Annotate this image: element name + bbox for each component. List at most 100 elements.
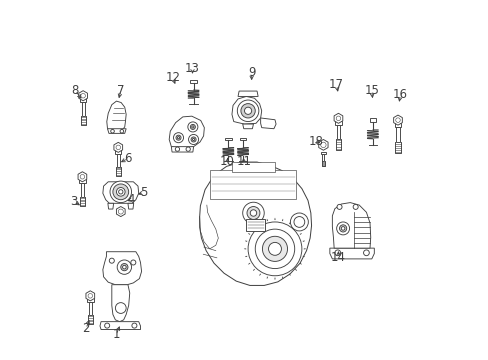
Polygon shape xyxy=(242,124,253,129)
Text: 14: 14 xyxy=(330,251,345,264)
Text: 6: 6 xyxy=(124,152,131,165)
Bar xyxy=(246,220,264,231)
Circle shape xyxy=(241,104,255,118)
Circle shape xyxy=(119,190,122,194)
Circle shape xyxy=(187,122,198,132)
Polygon shape xyxy=(102,182,139,203)
Text: 11: 11 xyxy=(236,155,251,168)
Polygon shape xyxy=(128,203,133,209)
Text: 4: 4 xyxy=(127,193,135,206)
Polygon shape xyxy=(321,152,325,154)
Circle shape xyxy=(237,100,258,122)
Circle shape xyxy=(293,217,304,227)
Text: 10: 10 xyxy=(220,155,234,168)
Circle shape xyxy=(268,242,281,255)
Polygon shape xyxy=(322,154,324,161)
Circle shape xyxy=(117,260,131,274)
Polygon shape xyxy=(190,80,196,82)
Polygon shape xyxy=(333,113,342,123)
Circle shape xyxy=(336,116,340,121)
Circle shape xyxy=(363,250,368,256)
Polygon shape xyxy=(88,302,92,315)
Polygon shape xyxy=(107,129,126,134)
Circle shape xyxy=(88,293,92,298)
Polygon shape xyxy=(369,118,375,122)
Circle shape xyxy=(262,236,287,261)
Circle shape xyxy=(320,142,325,148)
Circle shape xyxy=(190,125,195,130)
Polygon shape xyxy=(81,102,84,116)
Polygon shape xyxy=(102,252,142,285)
Circle shape xyxy=(110,181,131,203)
Polygon shape xyxy=(318,139,327,150)
Polygon shape xyxy=(238,91,258,96)
Circle shape xyxy=(118,209,123,214)
Polygon shape xyxy=(329,248,373,259)
Circle shape xyxy=(115,303,126,314)
Circle shape xyxy=(244,107,251,114)
Circle shape xyxy=(109,258,114,263)
Text: 8: 8 xyxy=(71,84,79,97)
Text: 16: 16 xyxy=(392,88,407,101)
Circle shape xyxy=(121,264,128,271)
Circle shape xyxy=(131,260,136,265)
Polygon shape xyxy=(260,118,276,129)
Polygon shape xyxy=(336,125,339,139)
Polygon shape xyxy=(112,285,129,321)
Polygon shape xyxy=(78,172,86,182)
Circle shape xyxy=(290,213,308,231)
Circle shape xyxy=(110,130,114,133)
Circle shape xyxy=(247,222,301,276)
Polygon shape xyxy=(100,321,140,329)
Polygon shape xyxy=(108,203,113,209)
Polygon shape xyxy=(396,127,399,143)
Polygon shape xyxy=(115,150,121,154)
Text: 13: 13 xyxy=(184,62,200,75)
Circle shape xyxy=(113,184,128,200)
Circle shape xyxy=(242,202,264,224)
Text: 18: 18 xyxy=(308,135,323,148)
Polygon shape xyxy=(117,154,120,167)
Text: 12: 12 xyxy=(165,71,180,84)
Polygon shape xyxy=(332,203,370,248)
Circle shape xyxy=(336,222,349,235)
Circle shape xyxy=(120,130,123,133)
Polygon shape xyxy=(199,162,311,285)
Text: 5: 5 xyxy=(140,186,147,199)
Circle shape xyxy=(176,135,181,140)
Circle shape xyxy=(177,136,179,139)
Circle shape xyxy=(191,137,196,142)
Polygon shape xyxy=(114,142,122,152)
Polygon shape xyxy=(231,96,261,124)
Polygon shape xyxy=(169,116,204,148)
Text: 1: 1 xyxy=(112,328,120,341)
Polygon shape xyxy=(86,291,95,301)
Circle shape xyxy=(132,323,137,328)
Text: 3: 3 xyxy=(70,195,78,208)
Polygon shape xyxy=(393,115,402,125)
Text: 9: 9 xyxy=(247,66,255,79)
Circle shape xyxy=(250,210,256,216)
Circle shape xyxy=(395,118,399,122)
Circle shape xyxy=(192,138,194,140)
Polygon shape xyxy=(335,121,341,125)
Polygon shape xyxy=(87,298,93,302)
Circle shape xyxy=(188,134,198,144)
Circle shape xyxy=(80,175,84,179)
Circle shape xyxy=(185,147,190,151)
Circle shape xyxy=(116,145,120,150)
Circle shape xyxy=(116,188,125,196)
Polygon shape xyxy=(239,138,246,140)
Text: 17: 17 xyxy=(328,78,344,91)
Polygon shape xyxy=(171,147,193,152)
Polygon shape xyxy=(106,101,126,132)
Polygon shape xyxy=(80,98,86,102)
Polygon shape xyxy=(79,91,87,101)
Polygon shape xyxy=(224,138,231,140)
Polygon shape xyxy=(81,183,84,197)
Text: 15: 15 xyxy=(364,84,379,97)
Circle shape xyxy=(246,207,260,220)
Circle shape xyxy=(122,265,126,269)
Text: 7: 7 xyxy=(117,84,124,97)
Polygon shape xyxy=(231,162,274,172)
